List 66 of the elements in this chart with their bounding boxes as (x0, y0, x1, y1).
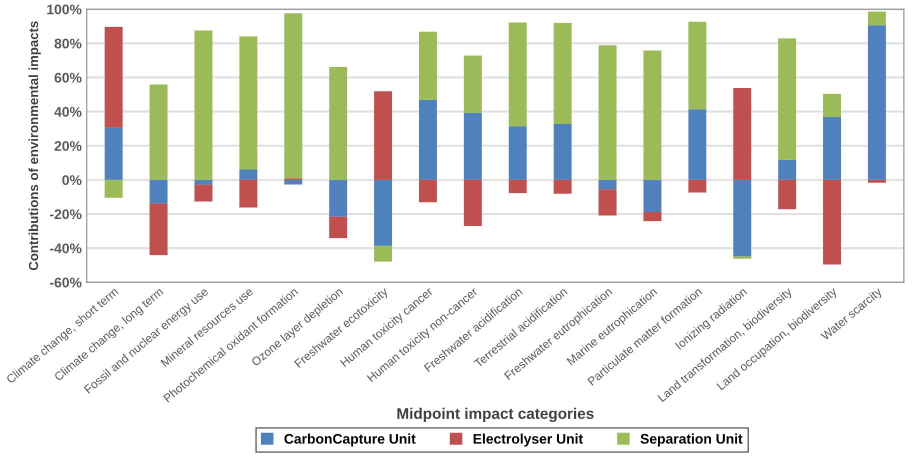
bar (643, 212, 662, 222)
bar (284, 180, 302, 184)
bar (733, 180, 752, 256)
bar (598, 189, 617, 216)
bar (733, 88, 752, 180)
y-tick-label: 0% (62, 175, 82, 186)
bar (374, 246, 392, 262)
bar (688, 22, 706, 110)
y-tick-label: 20% (54, 141, 82, 151)
bar (643, 180, 662, 212)
bar (150, 84, 168, 180)
bar (868, 180, 886, 183)
bar (329, 216, 348, 238)
bar (194, 184, 212, 202)
bar (104, 128, 123, 180)
bar (418, 100, 437, 180)
bar (464, 112, 482, 180)
y-tick-label: -20% (50, 209, 82, 220)
bar (823, 117, 842, 180)
bar (778, 38, 796, 160)
bar (823, 94, 842, 118)
y-tick-label: 80% (54, 38, 82, 48)
bar (508, 22, 527, 126)
y-tick-label: 40% (54, 106, 82, 117)
bar (778, 180, 796, 210)
y-tick-label: 60% (54, 72, 82, 83)
bar (194, 180, 212, 185)
y-tick-label: -40% (50, 243, 82, 254)
bar (868, 12, 886, 26)
legend-label: Electrolyser Unit (474, 434, 583, 446)
bar (104, 180, 123, 198)
bar (823, 180, 842, 265)
bar (598, 180, 617, 190)
bar (239, 36, 258, 170)
bar (374, 180, 392, 246)
bar (554, 22, 572, 124)
x-axis-title: Midpoint impact categories (397, 408, 594, 422)
y-axis-title: Contributions of environmental impacts (28, 21, 41, 270)
bar (150, 204, 168, 256)
bar (150, 180, 168, 204)
bar (643, 50, 662, 180)
bar (374, 91, 392, 180)
bar (239, 180, 258, 208)
bar (284, 13, 302, 178)
bar (778, 160, 796, 180)
bar (688, 109, 706, 180)
bar (688, 180, 706, 192)
bar (868, 25, 886, 180)
bar (329, 67, 348, 180)
y-tick-label: -60% (50, 278, 82, 288)
bar (418, 180, 437, 202)
bar (508, 126, 527, 180)
bar (464, 180, 482, 226)
bar (239, 169, 258, 180)
legend-label: Separation Unit (640, 434, 743, 446)
bar (329, 180, 348, 217)
bar (464, 56, 482, 113)
legend-label: CarbonCapture Unit (284, 434, 416, 446)
bar (508, 180, 527, 194)
y-tick-label: 100% (47, 4, 82, 14)
bar (194, 30, 212, 180)
bar (418, 32, 437, 100)
bar (598, 45, 617, 180)
bar (554, 180, 572, 194)
bar (104, 26, 123, 128)
bar (554, 124, 572, 180)
